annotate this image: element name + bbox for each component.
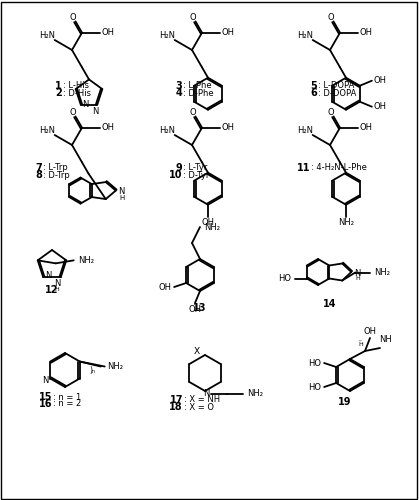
Text: H₂N: H₂N — [159, 31, 175, 40]
Text: NH₂: NH₂ — [374, 268, 390, 277]
Text: 4: 4 — [175, 88, 182, 98]
Text: OH: OH — [373, 102, 386, 111]
Text: 6: 6 — [310, 88, 317, 98]
Text: 19: 19 — [338, 397, 352, 407]
Text: 3: 3 — [175, 81, 182, 91]
Text: O: O — [70, 12, 76, 22]
Text: ,,: ,, — [359, 336, 363, 342]
Text: X: X — [194, 348, 200, 356]
Text: N: N — [54, 278, 60, 287]
Text: : L-His: : L-His — [63, 82, 89, 90]
Text: N: N — [45, 270, 52, 280]
Text: : X = O: : X = O — [184, 402, 214, 411]
Text: : L-Tyr: : L-Tyr — [183, 164, 207, 172]
Text: )ₙ: )ₙ — [90, 366, 96, 375]
Text: 8: 8 — [35, 170, 42, 180]
Text: : D-Trp: : D-Trp — [43, 170, 70, 179]
Text: : X = NH: : X = NH — [184, 396, 220, 404]
Text: NH₂: NH₂ — [204, 222, 220, 232]
Text: : L-Trp: : L-Trp — [43, 164, 68, 172]
Text: NH₂: NH₂ — [247, 390, 263, 398]
Text: N: N — [119, 187, 125, 196]
Text: 17: 17 — [170, 395, 183, 405]
Text: 13: 13 — [193, 303, 207, 313]
Text: 2: 2 — [55, 88, 62, 98]
Text: : D-Tyr: : D-Tyr — [183, 170, 210, 179]
Text: NH₂: NH₂ — [107, 362, 123, 371]
Text: N: N — [354, 268, 360, 278]
Text: OH: OH — [202, 218, 215, 227]
Text: N: N — [83, 100, 89, 110]
Text: O: O — [70, 108, 76, 116]
Text: 14: 14 — [323, 299, 337, 309]
Text: N: N — [203, 390, 209, 398]
Text: OH: OH — [101, 123, 114, 132]
Text: 10: 10 — [168, 170, 182, 180]
Text: : D-DOPA: : D-DOPA — [318, 88, 357, 98]
Text: 11: 11 — [297, 163, 310, 173]
Text: OH: OH — [222, 123, 235, 132]
Text: 16: 16 — [39, 399, 52, 409]
Text: : D-His: : D-His — [63, 88, 91, 98]
Text: : n = 1: : n = 1 — [53, 392, 81, 402]
Text: : 4-H₂N-L-Phe: : 4-H₂N-L-Phe — [311, 164, 367, 172]
Text: H: H — [54, 286, 59, 292]
Text: H₂N: H₂N — [39, 126, 55, 135]
Text: NH₂: NH₂ — [78, 256, 94, 265]
Text: N: N — [42, 376, 49, 385]
Text: OH: OH — [373, 76, 386, 85]
Text: 18: 18 — [169, 402, 183, 412]
Text: NH₂: NH₂ — [338, 218, 354, 227]
Text: : n = 2: : n = 2 — [53, 400, 81, 408]
Text: H: H — [119, 194, 124, 200]
Text: H₂N: H₂N — [297, 126, 313, 135]
Text: : L-DOPA: : L-DOPA — [318, 82, 354, 90]
Text: NH: NH — [379, 336, 391, 344]
Text: 7: 7 — [35, 163, 42, 173]
Text: : L-Phe: : L-Phe — [183, 82, 212, 90]
Text: O: O — [328, 12, 334, 22]
Text: HO: HO — [278, 274, 291, 283]
Text: 9: 9 — [175, 163, 182, 173]
Text: 5: 5 — [310, 81, 317, 91]
Text: O: O — [190, 108, 197, 116]
Text: OH: OH — [364, 328, 377, 336]
Text: N: N — [92, 108, 98, 116]
Text: OH: OH — [189, 306, 202, 314]
Text: H: H — [355, 276, 360, 281]
Text: OH: OH — [360, 123, 372, 132]
Text: 12: 12 — [45, 285, 59, 295]
Text: OH: OH — [159, 282, 172, 292]
Text: H: H — [359, 342, 363, 346]
Text: HO: HO — [308, 358, 321, 368]
Text: HO: HO — [308, 382, 321, 392]
Text: OH: OH — [360, 28, 372, 37]
Text: O: O — [328, 108, 334, 116]
Text: H₂N: H₂N — [39, 31, 55, 40]
Text: O: O — [190, 12, 197, 22]
Text: 15: 15 — [39, 392, 52, 402]
Text: OH: OH — [222, 28, 235, 37]
Text: 1: 1 — [55, 81, 62, 91]
Text: OH: OH — [101, 28, 114, 37]
Text: : D-Phe: : D-Phe — [183, 88, 214, 98]
Text: H₂N: H₂N — [297, 31, 313, 40]
Text: H₂N: H₂N — [159, 126, 175, 135]
